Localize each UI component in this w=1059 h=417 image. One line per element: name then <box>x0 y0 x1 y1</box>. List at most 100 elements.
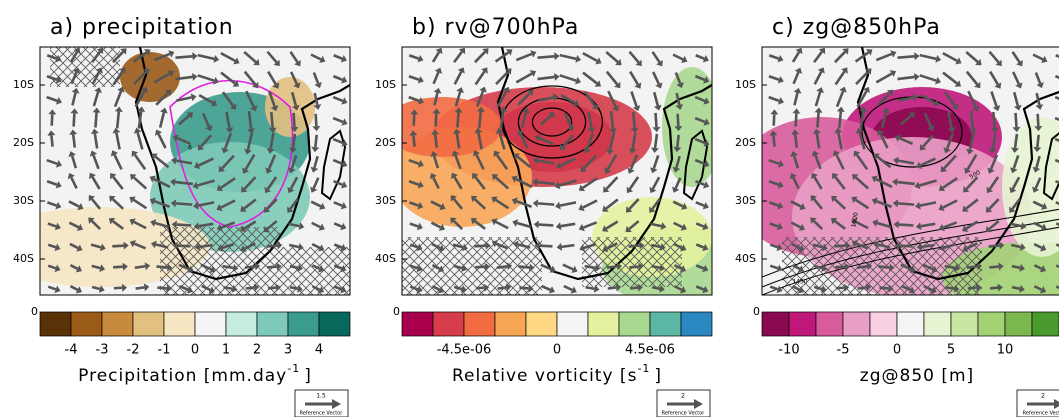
wind-arrow-head <box>512 219 519 227</box>
wind-arrow-head <box>998 262 1004 271</box>
wind-arrow-head <box>587 127 596 133</box>
wind-arrow <box>859 111 865 129</box>
wind-arrow-head <box>679 286 687 294</box>
wind-arrow <box>791 242 801 250</box>
wind-arrow <box>333 285 343 291</box>
wind-arrow-head <box>1039 265 1047 273</box>
wind-arrow-head <box>916 161 923 170</box>
wind-arrow <box>313 155 319 169</box>
wind-arrow <box>652 91 660 107</box>
wind-arrow <box>455 133 461 149</box>
wind-arrow <box>453 285 463 291</box>
wind-arrow-head <box>505 68 512 75</box>
wind-arrow-head <box>506 49 513 56</box>
wind-arrow <box>901 284 911 292</box>
wind-arrow-head <box>317 265 325 273</box>
map <box>40 47 350 295</box>
wind-arrow-head <box>603 186 610 193</box>
wind-arrow <box>880 112 888 128</box>
wind-arrow-head <box>790 151 798 158</box>
wind-arrow-head <box>240 225 247 232</box>
colorbar-box <box>70 311 103 337</box>
wind-arrow <box>606 265 618 269</box>
wind-arrow <box>408 180 420 186</box>
wind-arrow-head <box>810 217 817 224</box>
wind-arrow <box>878 265 890 269</box>
wind-arrow-head <box>703 76 710 84</box>
wind-arrow-head <box>555 201 561 210</box>
wind-arrow-head <box>417 201 424 210</box>
wind-arrow-head <box>241 186 248 193</box>
wind-arrow <box>266 198 278 210</box>
wind-arrow-head <box>1040 244 1047 252</box>
wind-arrow-head <box>703 139 710 147</box>
wind-arrow <box>921 243 935 249</box>
wind-arrow <box>91 71 101 85</box>
wind-arrow-head <box>98 285 105 293</box>
wind-arrow-head <box>953 284 960 293</box>
wind-arrow-head <box>129 239 136 248</box>
wind-arrow <box>585 132 595 150</box>
wind-arrow-head <box>297 263 304 272</box>
wind-arrow <box>289 198 299 210</box>
wind-arrow <box>517 243 531 249</box>
wind-arrow-head <box>992 105 1001 112</box>
wind-arrow-head <box>96 47 104 55</box>
wind-arrow <box>408 95 420 103</box>
wind-arrow <box>333 179 343 187</box>
wind-arrow <box>47 243 57 249</box>
wind-arrow-head <box>909 265 916 273</box>
colorbar-tick: 4.5e-06 <box>625 343 675 358</box>
wind-arrow <box>47 264 57 270</box>
wind-arrow-head <box>1035 104 1044 110</box>
wind-arrow <box>538 96 554 102</box>
wind-arrow <box>495 70 509 86</box>
wind-arrow-head <box>797 286 805 294</box>
wind-arrow <box>433 92 439 106</box>
wind-arrow <box>988 176 1000 190</box>
wind-arrow-head <box>659 284 665 293</box>
wind-arrow <box>793 134 799 148</box>
wind-arrow-head <box>149 197 156 206</box>
wind-arrow-head <box>702 285 709 294</box>
wind-arrow <box>156 265 168 269</box>
wind-arrow <box>175 202 193 206</box>
wind-arrow <box>792 176 800 190</box>
wind-arrow-head <box>213 76 220 85</box>
wind-arrow-head <box>154 129 163 136</box>
wind-arrow <box>968 132 976 150</box>
wind-arrow-head <box>799 202 806 211</box>
wind-arrow <box>1035 155 1041 169</box>
wind-arrow <box>220 221 236 229</box>
wind-arrow-head <box>985 225 992 233</box>
wind-arrow <box>1033 242 1043 250</box>
wind-arrow <box>221 91 235 107</box>
wind-arrow <box>519 286 529 290</box>
wind-arrow <box>537 202 555 206</box>
wind-arrow <box>989 154 999 170</box>
lat-label: 30S <box>375 194 396 207</box>
wind-arrow-head <box>110 173 117 180</box>
wind-arrow <box>988 220 1000 230</box>
wind-arrow <box>812 198 824 210</box>
wind-arrow-head <box>986 186 994 194</box>
coastline <box>320 129 347 201</box>
wind-arrow <box>673 285 683 291</box>
wind-arrow-head <box>549 265 556 273</box>
wind-arrow <box>990 91 998 107</box>
wind-arrow <box>1035 92 1041 106</box>
wind-arrow-head <box>318 223 325 231</box>
wind-arrow-head <box>635 59 642 67</box>
wind-arrow <box>768 158 780 166</box>
wind-arrow <box>833 198 847 210</box>
colorbar-box <box>977 311 1006 337</box>
colorbar-box <box>869 311 898 337</box>
wind-arrow <box>605 220 619 230</box>
wind-arrow-head <box>55 160 62 168</box>
wind-arrow <box>563 284 573 292</box>
lat-label: 10S <box>13 78 34 91</box>
wind-arrow-head <box>72 67 81 74</box>
wind-arrow <box>855 70 869 86</box>
colorbar-label-end: ] <box>304 366 312 386</box>
wind-arrow <box>1011 51 1021 63</box>
